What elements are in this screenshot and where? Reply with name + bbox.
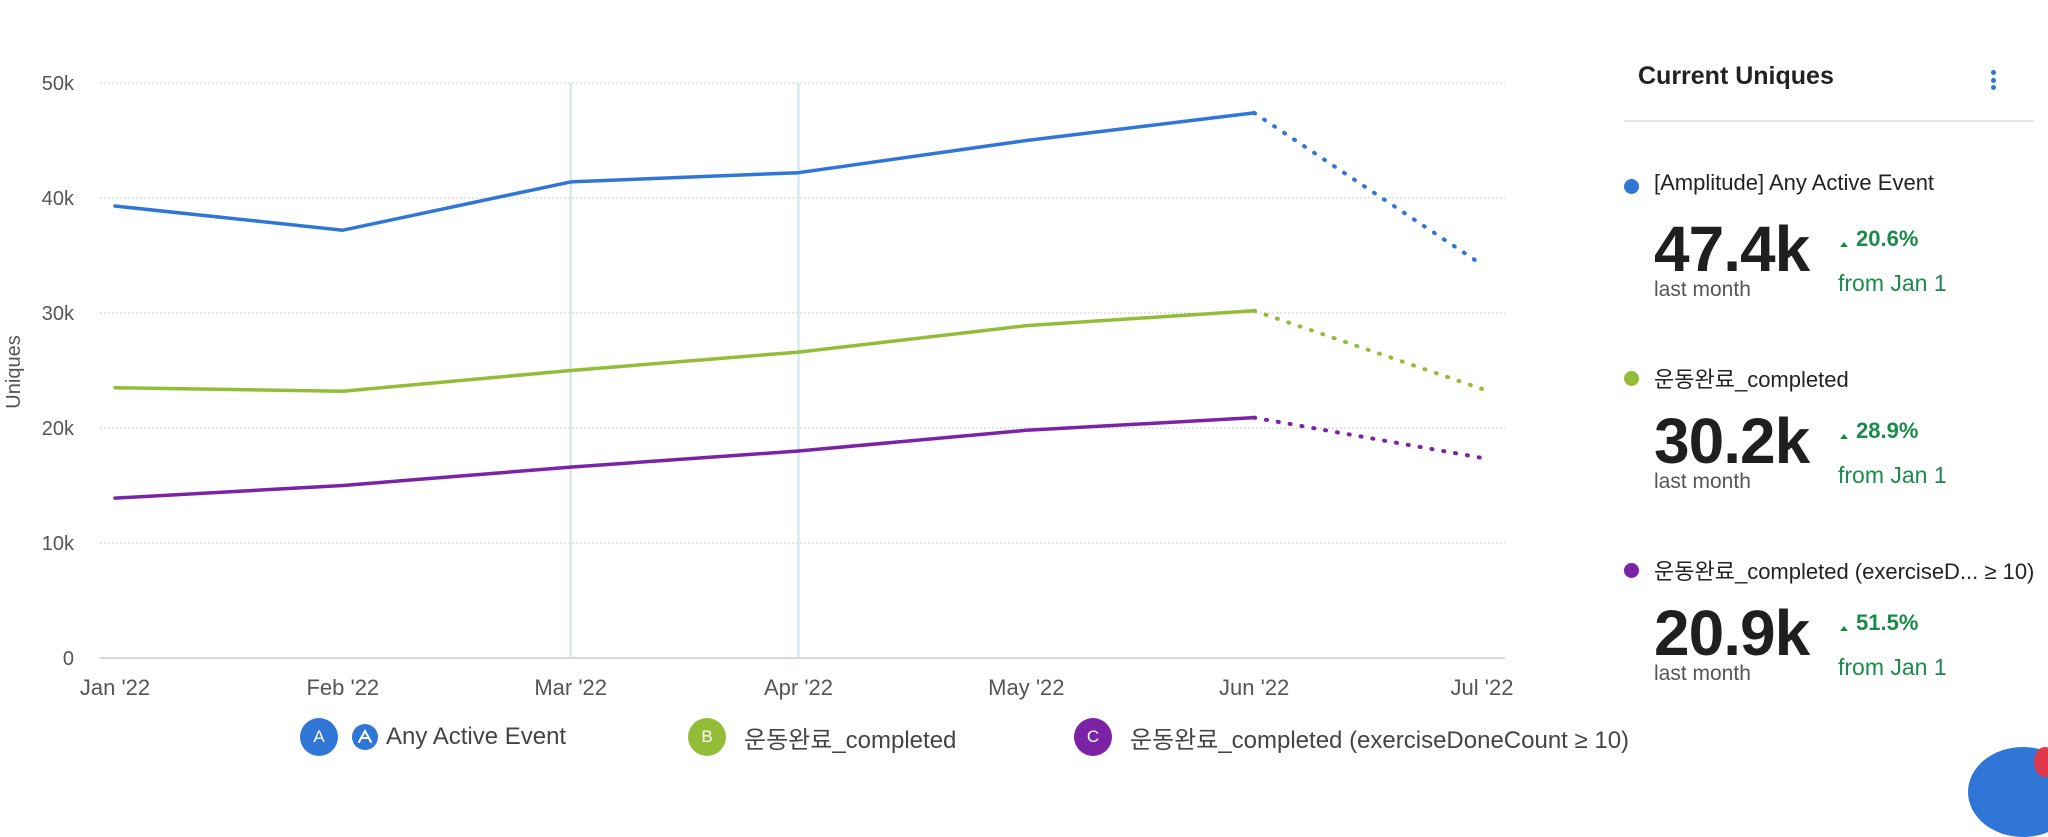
- x-tick-label: Feb '22: [306, 675, 379, 700]
- x-tick-label: May '22: [988, 675, 1064, 700]
- series-incomplete-segment-1: [1252, 308, 1484, 391]
- metric-card: 운동완료_completed (exerciseD... ≥ 10) 20.9k…: [1624, 554, 2034, 724]
- legend-item-c[interactable]: C 운동완료_completed (exerciseDoneCount ≥ 10…: [1074, 717, 1629, 757]
- x-tick-label: Jul '22: [1451, 675, 1514, 700]
- y-tick-label: 20k: [42, 418, 75, 440]
- legend-label-a: Any Active Event: [386, 723, 567, 750]
- y-axis-label: Uniques: [3, 335, 25, 408]
- up-arrow-icon: [1840, 241, 1848, 247]
- metric-change-basis: from Jan 1: [1838, 270, 1947, 296]
- metric-name: 운동완료_completed: [1654, 367, 1849, 392]
- metric-change: 28.9%: [1840, 418, 1918, 444]
- y-tick-label: 10k: [42, 533, 75, 555]
- metric-card: 운동완료_completed 30.2k last month 28.9% fr…: [1624, 362, 2034, 532]
- series-line-2: [113, 415, 1256, 500]
- y-tick-label: 30k: [42, 303, 75, 325]
- y-tick-label: 0: [63, 648, 74, 670]
- x-tick-label: Apr '22: [764, 675, 833, 700]
- x-ticks: Jan '22 Feb '22 Mar '22 Apr '22 May '22 Jun '…: [80, 675, 1514, 700]
- metric-period: last month: [1654, 278, 1751, 301]
- metric-change: 51.5%: [1840, 610, 1918, 636]
- notification-badge: [2034, 747, 2048, 777]
- y-tick-label: 40k: [42, 188, 75, 210]
- metric-change-value: 28.9%: [1856, 418, 1919, 443]
- legend-item-b[interactable]: B 운동완료_completed: [688, 717, 956, 757]
- amplitude-logo-icon: [352, 724, 378, 750]
- metric-change-value: 51.5%: [1856, 610, 1919, 635]
- legend-badge-a: A: [300, 718, 338, 756]
- metric-value: 20.9k: [1654, 597, 1810, 669]
- metric-value: 30.2k: [1654, 405, 1810, 477]
- metric-card: [Amplitude] Any Active Event 47.4k last …: [1624, 170, 2034, 340]
- series-dot: [1624, 179, 1639, 194]
- metric-name: [Amplitude] Any Active Event: [1654, 170, 1935, 195]
- metric-period: last month: [1654, 470, 1751, 493]
- legend-label-c: 운동완료_completed (exerciseDoneCount ≥ 10): [1130, 726, 1630, 754]
- x-tick-label: Jun '22: [1219, 675, 1289, 700]
- current-uniques-panel: Current Uniques [Amplitude] Any Active E…: [1624, 0, 2034, 777]
- x-tick-label: Mar '22: [534, 675, 607, 700]
- up-arrow-icon: [1840, 625, 1848, 631]
- legend-item-a[interactable]: A Any Active Event: [300, 717, 566, 757]
- line-chart: Uniques 0 10k 20k 30k 40k 50k Jan '22 Feb '22 M…: [3, 73, 1514, 700]
- grid: [100, 82, 1505, 659]
- more-options-icon[interactable]: [1986, 70, 2000, 96]
- metric-name: 운동완료_completed (exerciseD... ≥ 10): [1654, 559, 2035, 584]
- series-lines: [113, 110, 1484, 500]
- series-line-0: [113, 111, 1256, 232]
- metric-change-basis: from Jan 1: [1838, 462, 1947, 488]
- metric-change-value: 20.6%: [1856, 226, 1919, 251]
- up-arrow-icon: [1840, 433, 1848, 439]
- panel-title: Current Uniques: [1638, 62, 1834, 90]
- metric-period: last month: [1654, 662, 1751, 685]
- series-dot: [1624, 563, 1639, 578]
- metric-change-basis: from Jan 1: [1838, 654, 1947, 680]
- metric-value: 47.4k: [1654, 213, 1810, 285]
- series-incomplete-segment-0: [1252, 110, 1484, 267]
- series-dot: [1624, 371, 1639, 386]
- series-line-1: [113, 308, 1256, 393]
- x-tick-label: Jan '22: [80, 675, 150, 700]
- panel-divider: [1624, 120, 2034, 122]
- legend-badge-b: B: [688, 718, 726, 756]
- month-highlights: [569, 83, 800, 658]
- legend-label-b: 운동완료_completed: [744, 726, 957, 754]
- series-incomplete-segment-2: [1252, 415, 1484, 460]
- y-ticks: 0 10k 20k 30k 40k 50k: [42, 73, 75, 670]
- metric-change: 20.6%: [1840, 226, 1918, 252]
- legend-badge-c: C: [1074, 718, 1112, 756]
- y-tick-label: 50k: [42, 73, 75, 95]
